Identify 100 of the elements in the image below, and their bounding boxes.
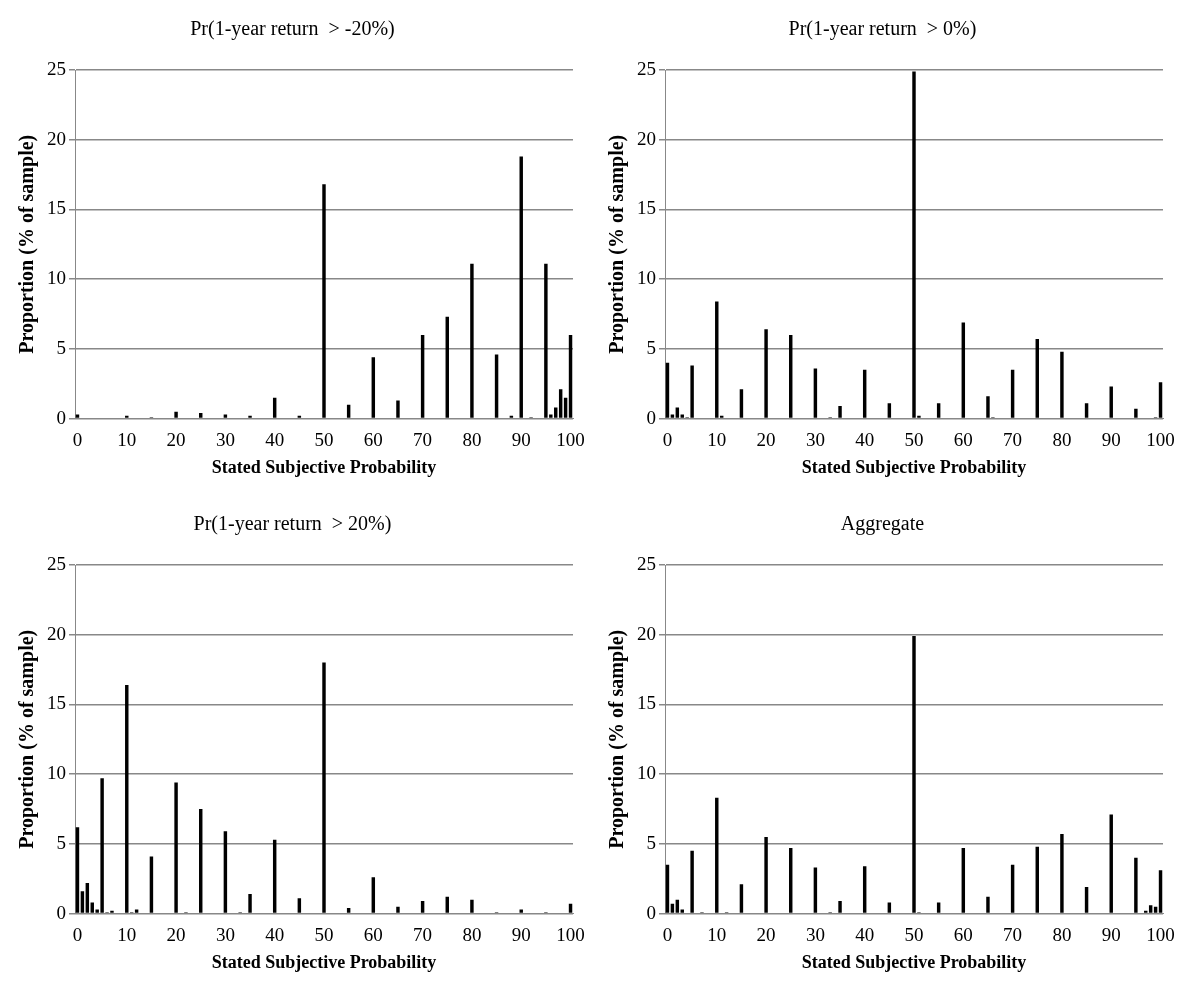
y-tick-label: 0 [56, 901, 66, 923]
bar [297, 898, 302, 913]
x-tick-label: 10 [117, 428, 137, 450]
bar [470, 263, 474, 418]
x-tick-label: 40 [855, 923, 875, 945]
x-tick-label: 30 [215, 428, 235, 450]
chart-title: Pr(1-year return > -20%) [190, 17, 395, 41]
bar [396, 400, 400, 418]
y-tick-label: 15 [637, 197, 656, 219]
bar [764, 836, 768, 913]
bar [1084, 403, 1089, 418]
x-tick-label: 30 [805, 923, 825, 945]
y-tick-label: 20 [637, 127, 656, 149]
bar [248, 415, 252, 418]
y-tick-label: 5 [646, 831, 656, 853]
bar [75, 414, 80, 418]
x-tick-label: 80 [1052, 923, 1072, 945]
bar [519, 909, 523, 913]
x-tick-label: 100 [556, 428, 585, 450]
y-tick-label: 20 [637, 622, 656, 644]
y-tick-label: 15 [47, 197, 66, 219]
x-tick-label: 70 [1003, 428, 1023, 450]
x-tick-label: 60 [363, 428, 383, 450]
x-tick-label: 10 [707, 923, 727, 945]
x-tick-label: 20 [756, 923, 776, 945]
y-tick-label: 0 [646, 901, 656, 923]
x-tick-label: 60 [953, 428, 973, 450]
y-tick-label: 0 [56, 406, 66, 428]
x-tick-label: 100 [1146, 923, 1175, 945]
bar [838, 406, 842, 418]
x-tick-label: 90 [1101, 428, 1121, 450]
x-tick-label: 80 [462, 428, 482, 450]
x-tick-label: 90 [511, 923, 531, 945]
x-tick-label: 40 [855, 428, 875, 450]
x-tick-label: 70 [1003, 923, 1023, 945]
bar [936, 902, 941, 913]
x-tick-label: 40 [265, 923, 285, 945]
x-tick-label: 100 [556, 923, 585, 945]
y-tick-label: 5 [56, 336, 66, 358]
x-tick-label: 60 [953, 923, 973, 945]
x-axis-title: Stated Subjective Probability [801, 951, 1027, 972]
bar [396, 906, 400, 913]
y-tick-label: 25 [47, 552, 66, 574]
x-tick-label: 40 [265, 428, 285, 450]
bar [322, 662, 326, 913]
bar [670, 414, 675, 418]
bar [248, 894, 252, 913]
bar [1148, 905, 1153, 913]
y-axis-title: Proportion (% of sample) [605, 134, 629, 354]
x-tick-label: 20 [166, 923, 186, 945]
y-tick-label: 5 [646, 336, 656, 358]
y-tick-label: 25 [47, 57, 66, 79]
y-tick-label: 10 [47, 267, 66, 289]
y-tick-label: 20 [47, 127, 66, 149]
x-tick-label: 0 [72, 428, 83, 450]
y-tick-label: 25 [637, 552, 656, 574]
x-tick-label: 80 [1052, 428, 1072, 450]
x-axis-title: Stated Subjective Probability [211, 951, 437, 972]
bar [680, 909, 684, 913]
y-axis-title: Proportion (% of sample) [15, 134, 39, 354]
y-tick-label: 0 [646, 406, 656, 428]
x-tick-label: 10 [117, 923, 137, 945]
y-axis-title: Proportion (% of sample) [605, 629, 629, 849]
x-tick-label: 20 [756, 428, 776, 450]
x-tick-label: 90 [511, 428, 531, 450]
bar [1060, 351, 1064, 418]
x-tick-label: 50 [904, 923, 924, 945]
x-tick-label: 0 [72, 923, 83, 945]
y-tick-label: 15 [637, 692, 656, 714]
y-tick-label: 10 [637, 762, 656, 784]
bar [675, 407, 680, 418]
chart-title: Pr(1-year return > 0%) [788, 17, 977, 41]
x-tick-label: 100 [1146, 428, 1175, 450]
bar [223, 414, 228, 418]
y-tick-label: 10 [637, 267, 656, 289]
bar [764, 329, 768, 418]
bar [1134, 857, 1138, 913]
x-axis-title: Stated Subjective Probability [801, 456, 1027, 477]
x-tick-label: 50 [314, 923, 334, 945]
bar [322, 184, 326, 418]
chart-title: Pr(1-year return > 20%) [193, 512, 392, 536]
bar [174, 782, 178, 913]
x-tick-label: 80 [462, 923, 482, 945]
x-tick-label: 70 [413, 428, 433, 450]
x-tick-label: 10 [707, 428, 727, 450]
bar [470, 899, 474, 913]
y-tick-label: 15 [47, 692, 66, 714]
y-tick-label: 25 [637, 57, 656, 79]
x-tick-label: 70 [413, 923, 433, 945]
bar [1134, 408, 1138, 418]
x-tick-label: 20 [166, 428, 186, 450]
x-axis-title: Stated Subjective Probability [211, 456, 437, 477]
x-tick-label: 90 [1101, 923, 1121, 945]
x-tick-label: 50 [904, 428, 924, 450]
bar [887, 902, 892, 913]
bar [887, 403, 892, 418]
x-tick-label: 30 [805, 428, 825, 450]
x-tick-label: 0 [662, 428, 673, 450]
chart-title: Aggregate [840, 512, 925, 536]
y-axis-title: Proportion (% of sample) [15, 629, 39, 849]
